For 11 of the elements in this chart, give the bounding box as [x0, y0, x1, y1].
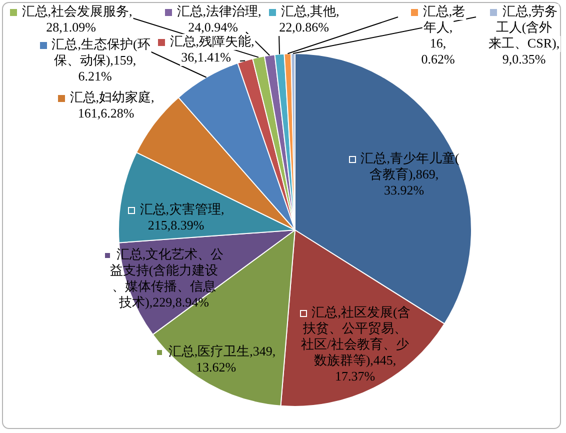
legend-label: 汇总,劳务工人(含外来工、CSR),9,0.35% [488, 3, 560, 66]
legend-label: 汇总,生态保护(环保、动保),159,6.21% [52, 36, 150, 84]
legend-label: 汇总,其他,22,0.86% [279, 3, 340, 34]
legend-label: 汇总,医疗卫生,349,13.62% [168, 343, 276, 374]
legend-label: 汇总,灾害管理,215,8.39% [140, 201, 224, 232]
legend-label: 汇总,妇幼家庭,161,6.28% [70, 89, 154, 120]
legend-label: 汇总,老年人,16,0.62% [421, 3, 466, 66]
legend-label: 汇总,法律治理,24,0.94% [176, 3, 262, 34]
legend-label: 汇总,社会发展服务,28,1.09% [22, 3, 132, 34]
legend-label: 汇总,社区发展(含扶贫、公平贸易、社区/社会教育、少数族群等),445,17.37% [301, 304, 410, 384]
legend-label: 汇总,青少年儿童(含教育),869,33.92% [360, 150, 460, 198]
